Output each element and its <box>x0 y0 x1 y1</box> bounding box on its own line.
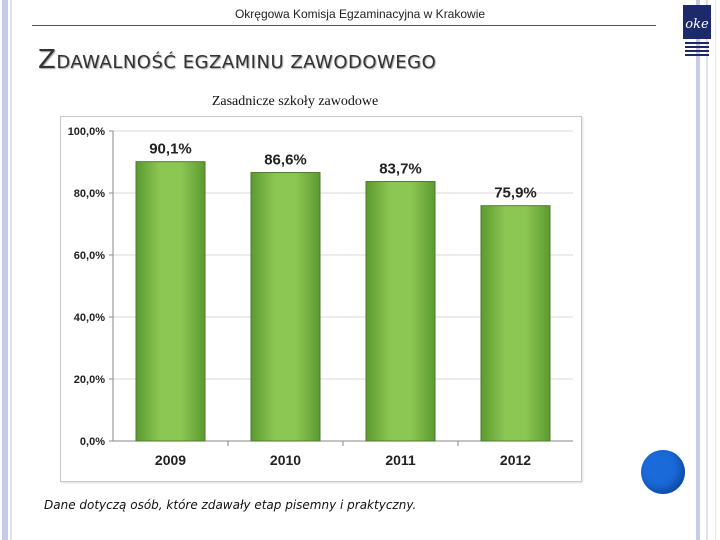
value-label-2011: 83,7% <box>379 161 422 178</box>
right-decorative-bar-3 <box>715 0 716 540</box>
y-tick-label: 20,0% <box>74 374 105 386</box>
value-label-2009: 90,1% <box>149 141 192 158</box>
header-org-name: Okręgowa Komisja Egzaminacyjna w Krakowi… <box>234 7 486 21</box>
chart-frame: 0,0% 20,0% 40,0% 60,0% 80,0% 100,0% 90,1% 2009 8… <box>60 116 582 482</box>
slide-title: ZDAWALNOŚĆ EGZAMINU ZAWODOWEGO <box>38 45 436 75</box>
category-label-2009: 2009 <box>155 452 186 468</box>
left-decorative-bar-inner <box>10 0 12 540</box>
svg-text:oke: oke <box>685 17 709 32</box>
header-divider <box>32 25 656 26</box>
category-label-2010: 2010 <box>270 452 301 468</box>
category-label-2011: 2011 <box>385 452 416 468</box>
bar-2011 <box>365 181 436 442</box>
y-tick-label: 100,0% <box>68 126 106 138</box>
oke-logo-icon: oke <box>683 5 711 56</box>
chart-subtitle: Zasadnicze szkoły zawodowe <box>211 94 379 109</box>
bar-2012 <box>480 205 551 442</box>
slide-title-first-letter: Z <box>38 45 57 75</box>
bar-2009 <box>135 161 206 442</box>
footnote: Dane dotyczą osób, które zdawały etap pi… <box>44 498 417 512</box>
right-decorative-bar <box>696 0 700 540</box>
decorative-circle <box>641 450 685 494</box>
value-label-2012: 75,9% <box>494 185 537 202</box>
y-tick-label: 40,0% <box>74 312 105 324</box>
y-tick-label: 60,0% <box>74 250 105 262</box>
bars <box>135 161 551 442</box>
value-label-2010: 86,6% <box>264 152 307 169</box>
labels: 0,0% 20,0% 40,0% 60,0% 80,0% 100,0% 90,1% 2009 8… <box>68 126 537 468</box>
bar-chart: 0,0% 20,0% 40,0% 60,0% 80,0% 100,0% 90,1% 2009 8… <box>68 126 573 468</box>
bar-2010 <box>250 172 321 442</box>
y-tick-label: 0,0% <box>80 436 105 448</box>
right-decorative-bar-2 <box>706 0 708 540</box>
y-tick-label: 80,0% <box>74 188 105 200</box>
left-decorative-bar <box>2 0 8 540</box>
category-label-2012: 2012 <box>500 452 531 468</box>
slide-title-rest: DAWALNOŚĆ EGZAMINU ZAWODOWEGO <box>56 52 437 73</box>
